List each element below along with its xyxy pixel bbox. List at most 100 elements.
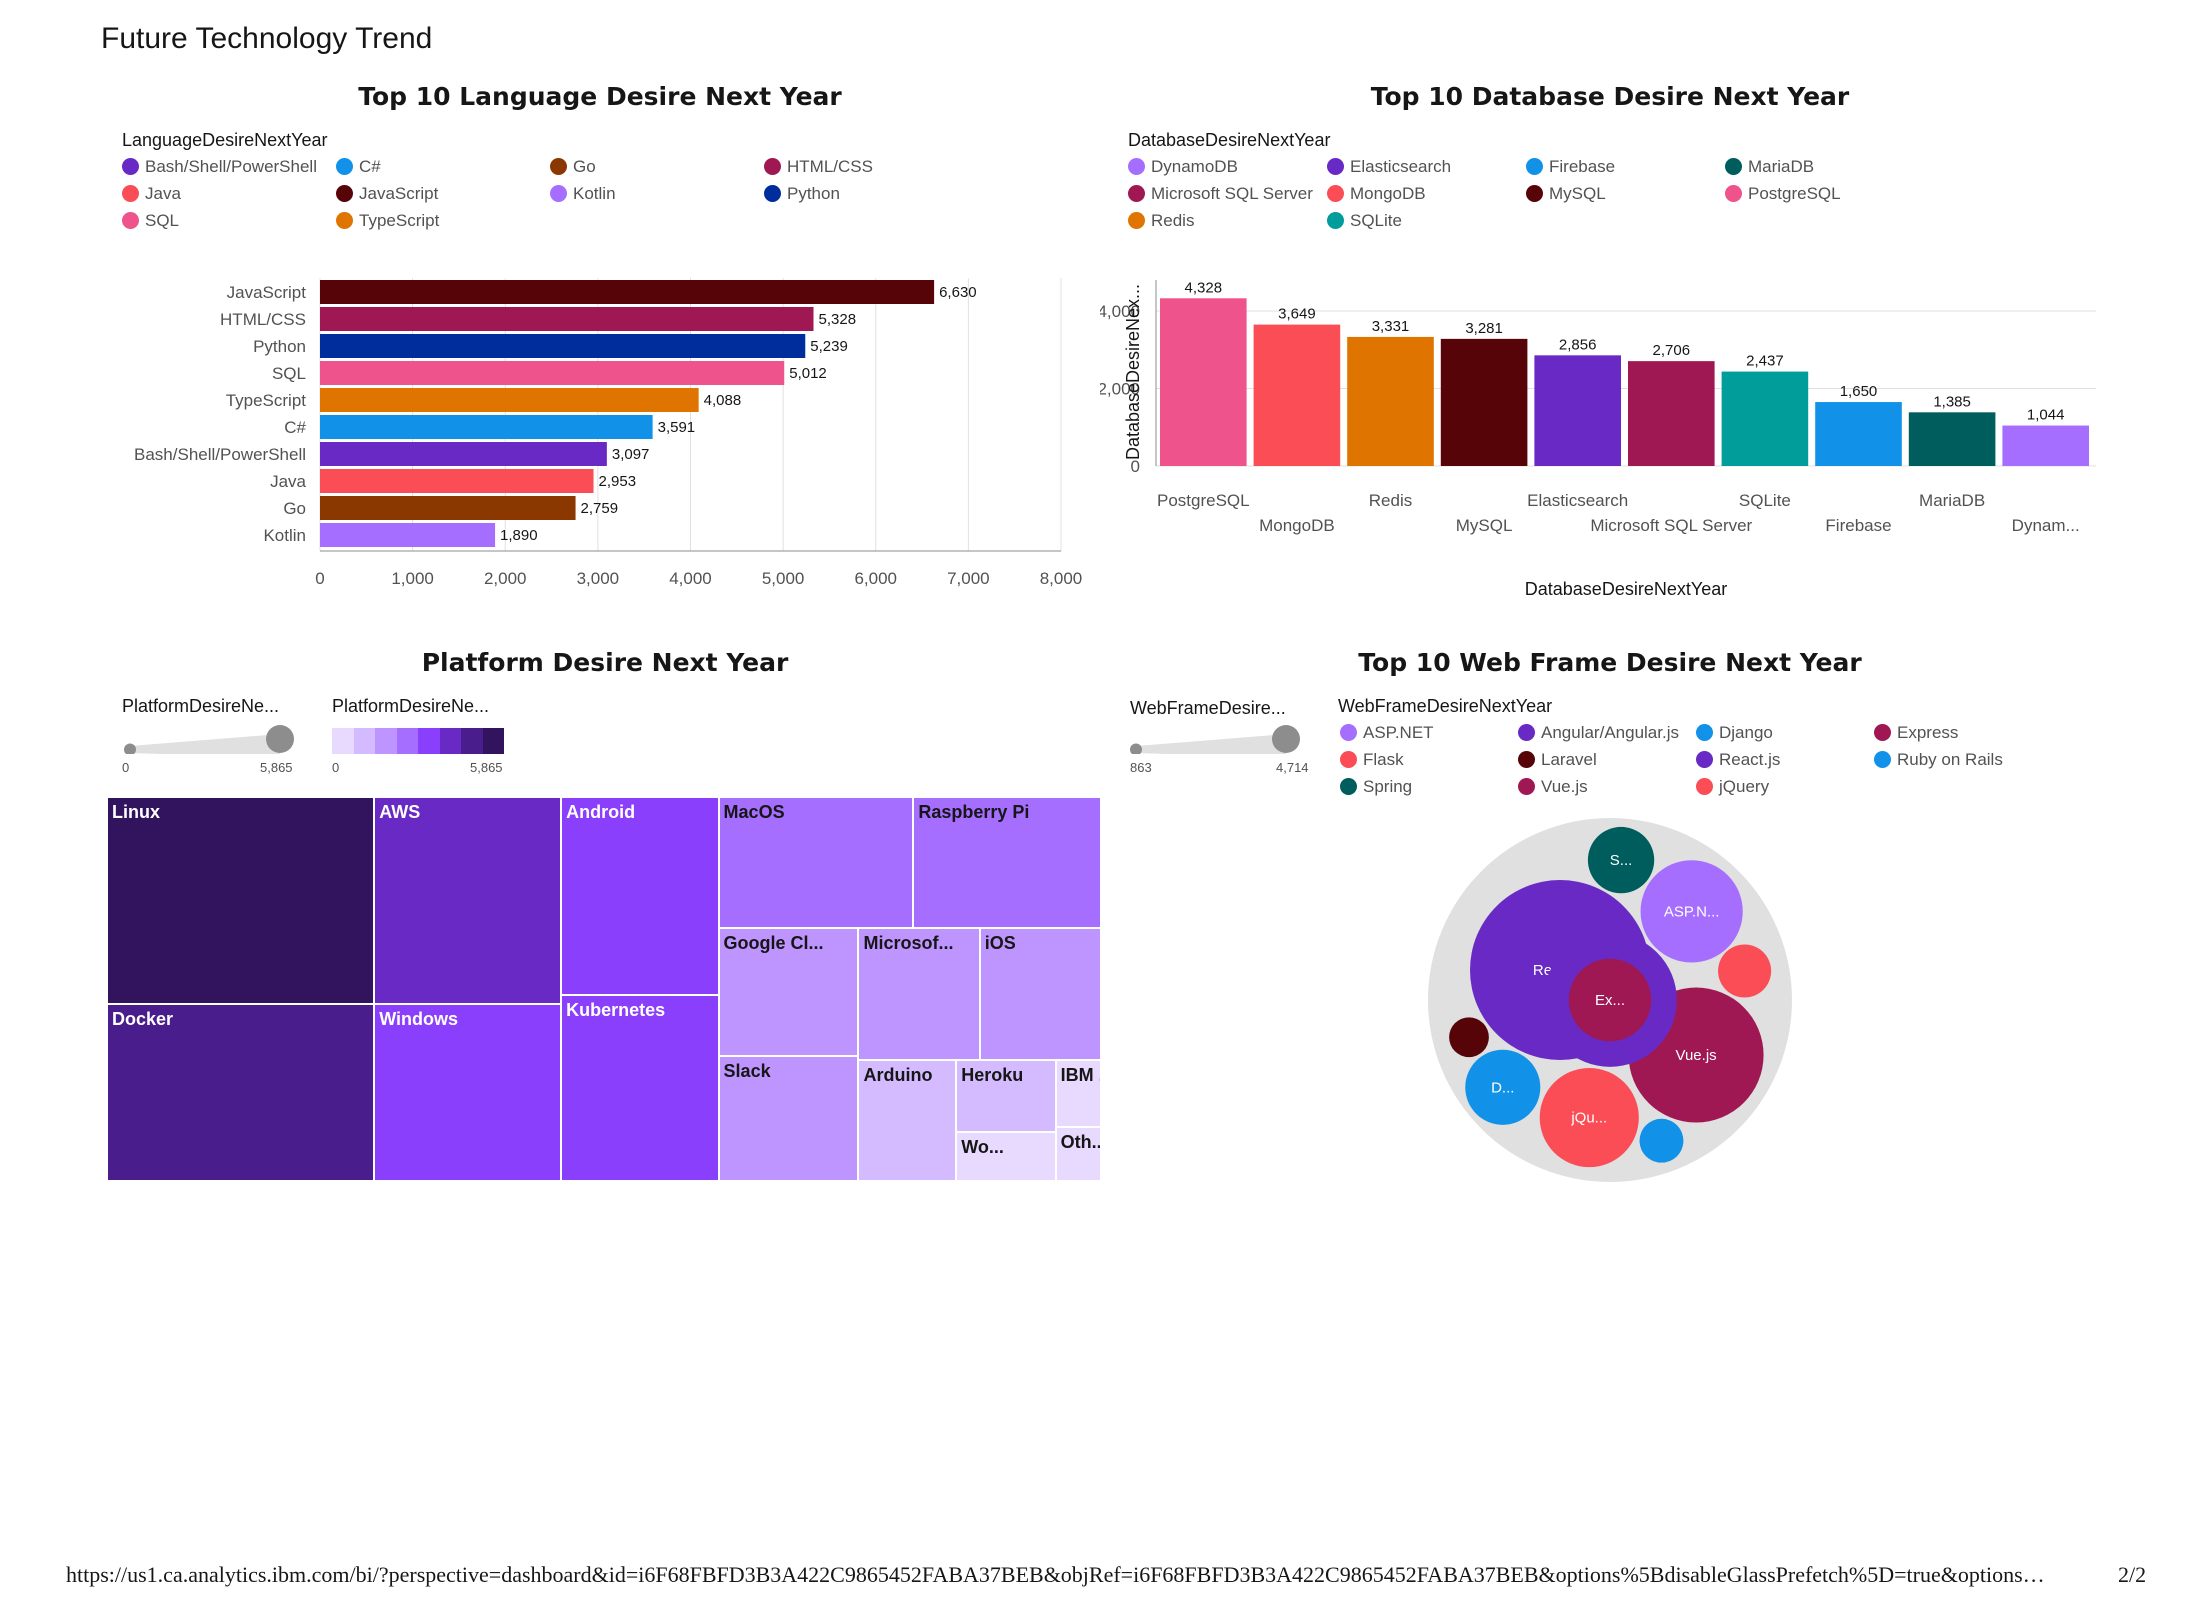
legend-label: ASP.NET (1363, 723, 1434, 742)
y-tick-label: 0 (1131, 457, 1140, 476)
platform-color-scale (332, 728, 504, 754)
treemap-tile-oth[interactable]: Oth... (1055, 1126, 1101, 1181)
legend-swatch (1696, 751, 1713, 768)
webframe-legend-item-flask[interactable]: Flask (1340, 750, 1404, 770)
y-tick-label: TypeScript (226, 391, 307, 410)
x-tick-label: Firebase (1825, 516, 1891, 535)
x-tick-label: MongoDB (1259, 516, 1335, 535)
webframe-legend-item-vue-js[interactable]: Vue.js (1518, 777, 1588, 797)
data-label: 4,088 (704, 392, 742, 409)
legend-label: Go (573, 157, 596, 176)
treemap-tile-google-cl[interactable]: Google Cl... (718, 927, 859, 1057)
language-legend-item-typescript[interactable]: TypeScript (336, 211, 439, 231)
language-legend-item-sql[interactable]: SQL (122, 211, 179, 231)
data-label: 2,437 (1746, 353, 1784, 370)
treemap-tile-slack[interactable]: Slack (718, 1056, 859, 1181)
database-legend-item-mariadb[interactable]: MariaDB (1725, 157, 1814, 177)
language-legend-item-go[interactable]: Go (550, 157, 596, 177)
y-axis-title: DatabaseDesireNex... (1123, 284, 1143, 460)
treemap-tile-wo[interactable]: Wo... (956, 1131, 1056, 1181)
database-legend-item-dynamodb[interactable]: DynamoDB (1128, 157, 1238, 177)
treemap-tile-microsof[interactable]: Microsof... (858, 927, 980, 1061)
database-legend-item-firebase[interactable]: Firebase (1526, 157, 1615, 177)
language-legend-item-kotlin[interactable]: Kotlin (550, 184, 616, 204)
y-tick-label: Kotlin (263, 526, 306, 545)
bar-kotlin (320, 523, 496, 547)
footer-url: https://us1.ca.analytics.ibm.com/bi/?per… (66, 1562, 2045, 1587)
treemap-tile-ios[interactable]: iOS (979, 927, 1101, 1061)
treemap-tile-docker[interactable]: Docker (107, 1004, 375, 1181)
webframe-legend-item-react-js[interactable]: React.js (1696, 750, 1780, 770)
database-legend-item-elasticsearch[interactable]: Elasticsearch (1327, 157, 1451, 177)
language-legend-item-html-css[interactable]: HTML/CSS (764, 157, 873, 177)
legend-label: JavaScript (359, 184, 439, 203)
database-legend-item-mongodb[interactable]: MongoDB (1327, 184, 1426, 204)
treemap-tile-aws[interactable]: AWS (374, 797, 562, 1005)
data-label: 5,328 (819, 311, 857, 328)
treemap-tile-label: Google Cl... (723, 932, 824, 953)
legend-label: MariaDB (1748, 157, 1815, 176)
treemap-tile-windows[interactable]: Windows (374, 1004, 562, 1181)
y-tick-label: HTML/CSS (220, 310, 306, 329)
language-legend-item-javascript[interactable]: JavaScript (336, 184, 438, 204)
webframe-legend-item-ruby-on-rails[interactable]: Ruby on Rails (1874, 750, 2003, 770)
legend-label: Firebase (1549, 157, 1616, 176)
webframe-legend-item-django[interactable]: Django (1696, 723, 1773, 743)
treemap-tile-arduino[interactable]: Arduino (858, 1060, 957, 1181)
legend-label: Elasticsearch (1350, 157, 1452, 176)
database-legend-item-mysql[interactable]: MySQL (1526, 184, 1606, 204)
webframe-size-legend-title: WebFrameDesire... (1130, 698, 1286, 718)
x-tick-label: Redis (1369, 491, 1412, 510)
legend-swatch (550, 158, 567, 175)
bar-sqlite (1721, 371, 1809, 466)
webframe-size-scale (1130, 725, 1300, 754)
bubble-unlabeled-10 (1449, 1017, 1489, 1058)
legend-label: DynamoDB (1151, 157, 1238, 176)
x-tick-label: 2,000 (484, 569, 527, 588)
database-legend-item-sqlite[interactable]: SQLite (1327, 211, 1402, 231)
treemap-tile-raspberry-pi[interactable]: Raspberry Pi (913, 797, 1101, 928)
language-legend-item-c[interactable]: C# (336, 157, 381, 177)
y-tick-label: SQL (272, 364, 306, 383)
treemap-tile-heroku[interactable]: Heroku (956, 1060, 1056, 1132)
language-legend-item-bash-shell-powershell[interactable]: Bash/Shell/PowerShell (122, 157, 317, 177)
webframe-legend-item-asp-net[interactable]: ASP.NET (1340, 723, 1434, 743)
platform-color-min: 0 (332, 760, 340, 775)
x-tick-label: 5,000 (762, 569, 805, 588)
bar-javascript (320, 280, 935, 304)
language-legend-item-java[interactable]: Java (122, 184, 181, 204)
treemap-tile-label: Docker (112, 1009, 174, 1030)
y-tick-label: Python (253, 337, 306, 356)
webframe-legend-item-jquery[interactable]: jQuery (1696, 777, 1769, 797)
legend-swatch (1518, 724, 1535, 741)
treemap-tile-android[interactable]: Android (561, 797, 719, 995)
data-label: 3,591 (658, 419, 696, 436)
treemap-tile-macos[interactable]: MacOS (718, 797, 914, 928)
bar-firebase (1815, 402, 1902, 466)
legend-swatch (1526, 158, 1543, 175)
treemap-tile-linux[interactable]: Linux (107, 797, 375, 1005)
legend-label: C# (359, 157, 381, 176)
webframe-legend-item-laravel[interactable]: Laravel (1518, 750, 1597, 770)
database-legend-item-redis[interactable]: Redis (1128, 211, 1194, 231)
webframe-legend-item-express[interactable]: Express (1874, 723, 1958, 743)
treemap-tile-label: iOS (984, 932, 1016, 953)
webframe-legend-item-spring[interactable]: Spring (1340, 777, 1412, 797)
treemap-tile-label: Oth... (1060, 1131, 1100, 1152)
language-chart-title: Top 10 Language Desire Next Year (358, 82, 842, 111)
webframe-legend-item-angular-angular-js[interactable]: Angular/Angular.js (1518, 723, 1679, 743)
legend-swatch (764, 158, 781, 175)
data-label: 1,385 (1933, 393, 1971, 410)
database-legend-item-postgresql[interactable]: PostgreSQL (1725, 184, 1841, 204)
bar-typescript (320, 388, 699, 412)
treemap-tile-ibm[interactable]: IBM ... (1055, 1060, 1101, 1127)
database-legend-title: DatabaseDesireNextYear (1128, 130, 1331, 150)
legend-label: Angular/Angular.js (1541, 723, 1679, 742)
language-legend-item-python[interactable]: Python (764, 184, 840, 204)
platform-treemap: Linux Docker AWS Windows Android Kubernetes Ma… (107, 797, 1101, 1181)
database-legend-item-microsoft-sql-server[interactable]: Microsoft SQL Server (1128, 184, 1313, 204)
treemap-tile-kubernetes[interactable]: Kubernetes (561, 995, 719, 1181)
bar-mariadb (1908, 412, 1996, 466)
platform-color-max: 5,865 (470, 760, 503, 775)
y-tick-label: Bash/Shell/PowerShell (134, 445, 306, 464)
